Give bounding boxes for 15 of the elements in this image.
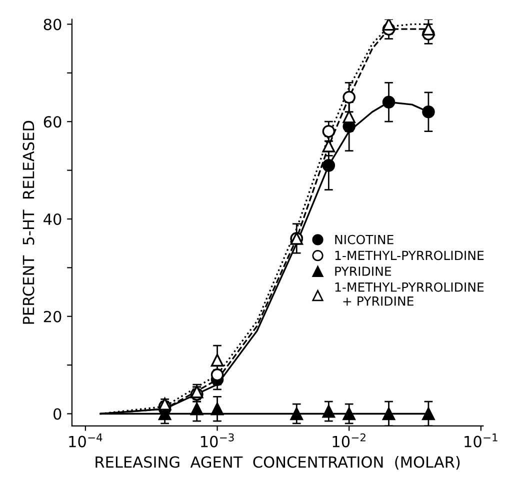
y-tick-label: 20 xyxy=(44,310,62,322)
y-axis-title: PERCENT 5-HT RELEASED xyxy=(22,120,34,324)
x-tick-label: 10$^{−1}$ xyxy=(464,434,498,448)
y-tick-label: 80 xyxy=(44,18,62,30)
x-tick-label: 10$^{−4}$ xyxy=(69,434,102,448)
legend-label: 1-METHYL-PYRROLIDINE + PYRIDINE xyxy=(335,282,484,306)
legend-label: NICOTINE xyxy=(335,234,394,244)
x-tick-label: 10$^{−2}$ xyxy=(332,433,366,448)
y-tick-label: 60 xyxy=(44,116,62,128)
legend-label: PYRIDINE xyxy=(335,266,392,276)
legend-label: 1-METHYL-PYRROLIDINE xyxy=(335,250,484,260)
y-tick-label: 40 xyxy=(44,213,62,226)
x-axis-title: RELEASING AGENT CONCENTRATION (MOLAR) xyxy=(96,456,460,470)
x-tick-label: 10$^{−3}$ xyxy=(201,433,234,448)
y-tick-label: 0 xyxy=(54,408,62,420)
